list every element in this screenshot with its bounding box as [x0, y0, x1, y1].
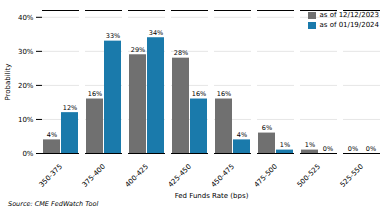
svg-text:0%: 0%	[323, 145, 333, 153]
svg-text:33%: 33%	[106, 32, 120, 40]
svg-text:350-375: 350-375	[38, 163, 64, 189]
svg-text:525-550: 525-550	[339, 163, 365, 189]
svg-text:475-500: 475-500	[253, 163, 279, 189]
svg-text:425-450: 425-450	[167, 163, 193, 189]
svg-text:400-425: 400-425	[124, 163, 150, 189]
svg-text:29%: 29%	[131, 46, 145, 54]
svg-text:40%: 40%	[18, 14, 34, 22]
svg-text:30%: 30%	[18, 48, 34, 56]
svg-text:16%: 16%	[192, 90, 206, 98]
svg-text:16%: 16%	[217, 90, 231, 98]
svg-text:450-475: 450-475	[210, 163, 236, 189]
html-text:as of 01/19/2024: as of 01/19/2024	[319, 21, 379, 29]
svg-text:4%: 4%	[47, 131, 57, 139]
svg-text:6%: 6%	[262, 124, 272, 132]
svg-text:0%: 0%	[366, 145, 376, 153]
svg-text:1%: 1%	[280, 141, 290, 149]
svg-text:1%: 1%	[305, 141, 315, 149]
svg-text:34%: 34%	[149, 29, 163, 37]
svg-text:Fed Funds Rate (bps): Fed Funds Rate (bps)	[175, 192, 249, 200]
html-text:as of 12/12/2023: as of 12/12/2023	[319, 11, 379, 19]
svg-text:375-400: 375-400	[81, 163, 107, 189]
html-text:Source: CME FedWatch Tool: Source: CME FedWatch Tool	[8, 200, 99, 208]
svg-text:0%: 0%	[348, 145, 358, 153]
svg-text:10%: 10%	[18, 116, 34, 124]
svg-text:Probability: Probability	[4, 63, 12, 100]
svg-text:500-525: 500-525	[296, 163, 322, 189]
svg-text:16%: 16%	[88, 90, 102, 98]
svg-text:4%: 4%	[237, 131, 247, 139]
svg-text:0%: 0%	[22, 150, 33, 158]
svg-text:12%: 12%	[63, 104, 77, 112]
svg-text:20%: 20%	[18, 82, 34, 90]
svg-text:28%: 28%	[174, 49, 188, 57]
